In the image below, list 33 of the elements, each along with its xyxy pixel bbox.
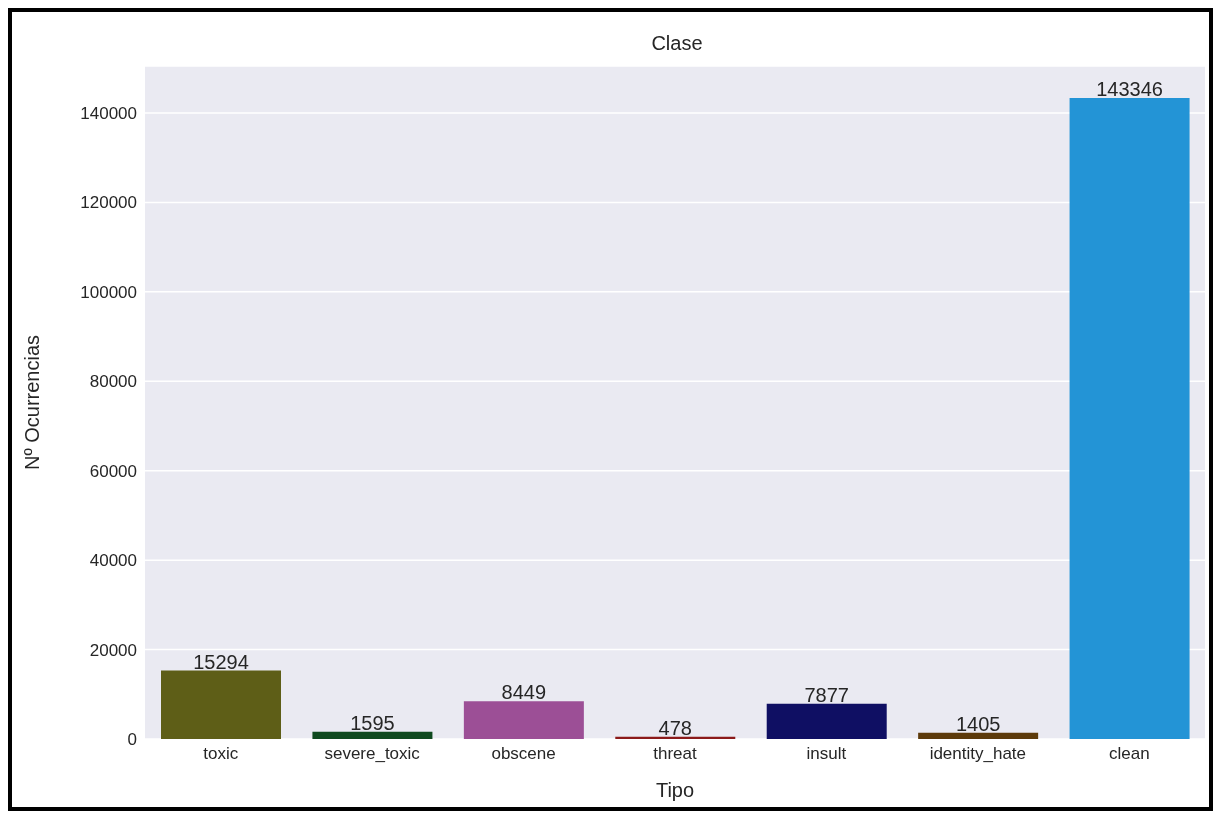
x-tick-label: clean <box>1108 744 1150 764</box>
bar <box>766 703 887 739</box>
data-label: 15294 <box>193 650 249 673</box>
data-label: 1405 <box>955 712 1001 735</box>
y-axis-title: Nº Ocurrencias <box>21 334 44 471</box>
y-tick-label: 120000 <box>80 193 137 213</box>
y-tick-label: 140000 <box>80 103 137 123</box>
x-tick-label: identity_hate <box>929 744 1027 764</box>
frame: Clase toxic severe_toxic obscene threat insult identity_hate clean Tipo 0 20000 40000 60000 80000 100000 120000 140000 Nº Ocurrencias 15294 1595 8449 478 7877 1405 143346 <box>8 8 1213 811</box>
data-label: 1595 <box>350 711 395 734</box>
y-tick-label: 0 <box>127 730 137 750</box>
data-label: 8449 <box>501 681 547 704</box>
x-tick-label: toxic <box>203 744 239 764</box>
x-tick-label: obscene <box>491 744 556 764</box>
x-tick-label: severe_toxic <box>324 744 421 764</box>
y-tick-label: 60000 <box>89 461 137 481</box>
data-label: 478 <box>658 716 692 739</box>
x-axis-title: Tipo <box>655 779 695 801</box>
chart-title: Clase <box>651 32 703 54</box>
bar <box>1069 97 1190 739</box>
y-tick-label: 20000 <box>89 640 137 660</box>
bar <box>161 670 281 739</box>
bar <box>312 731 433 739</box>
data-label: 143346 <box>1096 77 1163 100</box>
bar <box>918 732 1039 739</box>
y-tick-label: 40000 <box>89 551 137 571</box>
bar <box>615 736 736 739</box>
x-tick-label: threat <box>653 744 698 764</box>
y-tick-label: 100000 <box>80 282 137 302</box>
bar <box>463 701 584 739</box>
x-tick-label: insult <box>806 744 847 764</box>
y-tick-label: 80000 <box>89 372 137 392</box>
data-label: 7877 <box>804 683 849 706</box>
